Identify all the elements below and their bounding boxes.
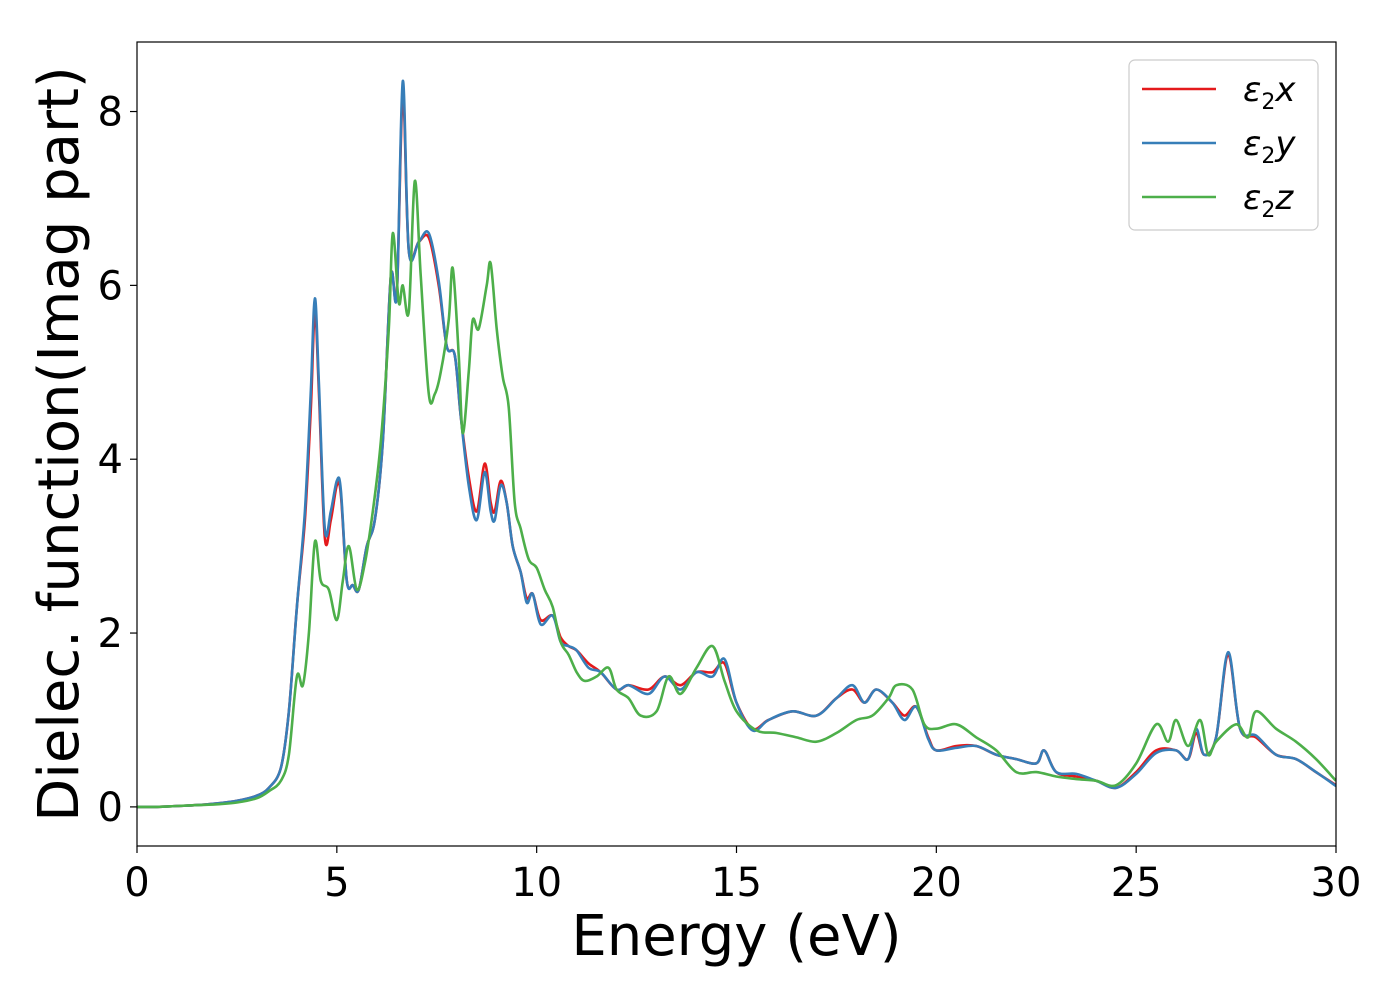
y-tick-label: 6 [98,263,123,309]
x-axis-title: Energy (eV) [571,904,901,969]
y-axis-title: Dielec. function(Imag part) [27,66,92,822]
legend: ε2x ε2y ε2z [1128,59,1319,231]
series-lines [137,79,1336,809]
x-tick-label: 15 [711,860,762,906]
x-tick-label: 20 [911,860,962,906]
y-tick-label: 8 [98,90,123,136]
legend-label-y: ε2y [1243,124,1296,169]
series-line-y [137,79,1336,809]
x-tick-label: 30 [1311,860,1362,906]
y-tick-label: 0 [98,785,123,831]
x-tick-label: 10 [511,860,562,906]
y-tick-label: 4 [98,437,123,483]
series-line-z [137,179,1336,809]
y-tick-label: 2 [98,611,123,657]
x-axis: 0 5 10 15 20 25 30 [124,846,1361,906]
x-tick-label: 0 [124,860,149,906]
legend-label-x: ε2x [1243,70,1296,115]
x-tick-label: 5 [324,860,349,906]
y-axis: 0 2 4 6 8 [98,90,137,831]
legend-label-z: ε2z [1243,178,1294,223]
x-tick-label: 25 [1111,860,1162,906]
legend-box [1128,59,1319,231]
